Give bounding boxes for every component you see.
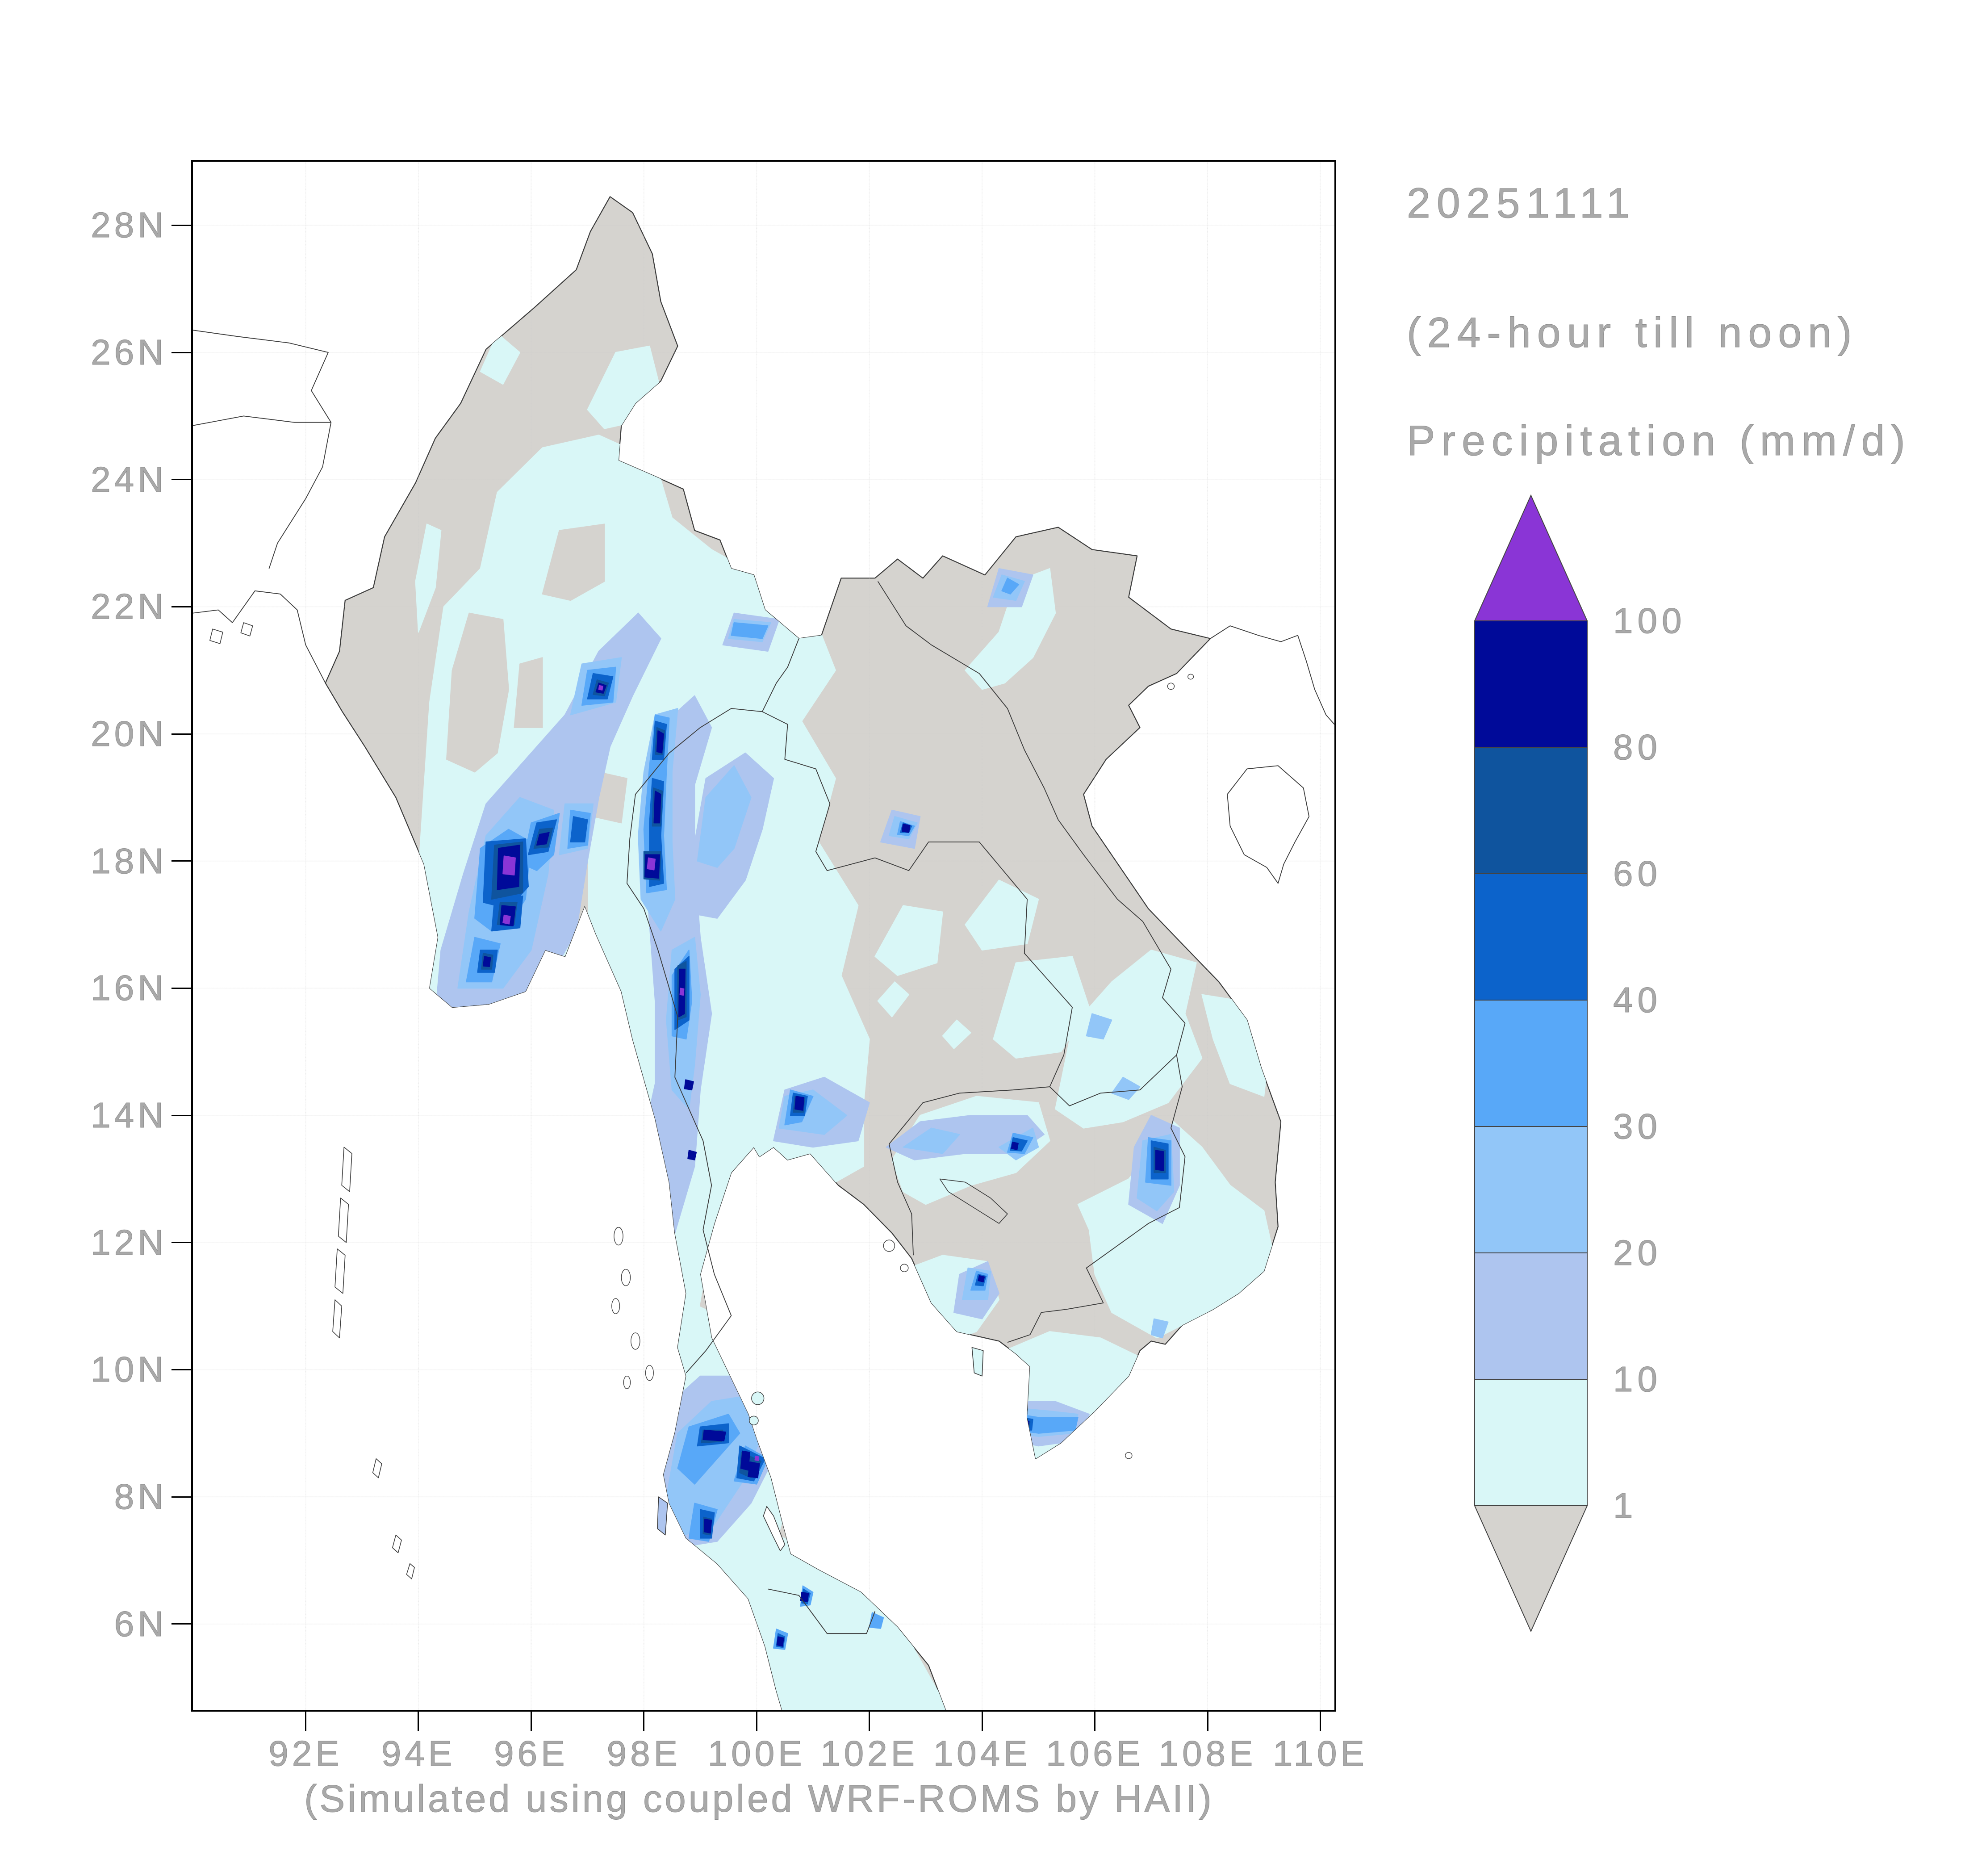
x-tick-label: 110E xyxy=(1273,1736,1368,1771)
y-tick-label: 14N xyxy=(60,1097,167,1133)
y-tick-label: 10N xyxy=(60,1352,167,1387)
y-tick xyxy=(171,606,191,607)
x-tick xyxy=(982,1712,983,1731)
colorbar-label: 30 xyxy=(1613,1109,1662,1144)
y-tick-label: 8N xyxy=(60,1479,167,1515)
colorbar-segment xyxy=(1475,1000,1587,1126)
x-tick-label: 94E xyxy=(381,1736,456,1771)
y-tick-label: 16N xyxy=(60,970,167,1006)
colorbar-under-triangle xyxy=(1475,1506,1587,1631)
x-tick-label: 98E xyxy=(607,1736,681,1771)
y-tick xyxy=(171,352,191,353)
x-tick-label: 108E xyxy=(1159,1736,1257,1771)
colorbar-over-triangle xyxy=(1475,495,1587,621)
y-tick xyxy=(171,1369,191,1370)
y-tick-label: 18N xyxy=(60,843,167,879)
y-tick-label: 28N xyxy=(60,207,167,243)
y-tick-label: 12N xyxy=(60,1225,167,1260)
map-plot xyxy=(193,162,1334,1710)
y-tick xyxy=(171,1242,191,1243)
x-tick xyxy=(1320,1712,1321,1731)
colorbar xyxy=(1474,494,1588,1632)
y-tick xyxy=(171,860,191,862)
x-tick xyxy=(305,1712,306,1731)
y-tick-label: 26N xyxy=(60,335,167,370)
x-tick-label: 102E xyxy=(820,1736,918,1771)
x-tick-label: 96E xyxy=(494,1736,568,1771)
date-title: 20251111 xyxy=(1407,182,1636,225)
y-tick xyxy=(171,479,191,480)
colorbar-label: 80 xyxy=(1613,729,1662,765)
y-tick-label: 22N xyxy=(60,589,167,624)
colorbar-label: 10 xyxy=(1613,1361,1662,1397)
colorbar-segment xyxy=(1475,1253,1587,1379)
colorbar-label: 20 xyxy=(1613,1235,1662,1271)
colorbar-segment xyxy=(1475,1126,1587,1253)
x-tick xyxy=(531,1712,532,1731)
y-tick xyxy=(171,1496,191,1498)
x-tick-label: 100E xyxy=(708,1736,806,1771)
x-tick xyxy=(756,1712,757,1731)
y-tick-label: 24N xyxy=(60,462,167,498)
x-tick xyxy=(643,1712,644,1731)
precipitation-map-page: 92E 94E 96E 98E 100E 102E 104E 106E 108E 110E 28N 2… xyxy=(0,0,1965,1876)
x-tick xyxy=(869,1712,870,1731)
x-tick-label: 104E xyxy=(933,1736,1031,1771)
run-window-subtitle: (24-hour till noon) xyxy=(1407,312,1858,354)
y-tick xyxy=(171,988,191,989)
y-tick xyxy=(171,1115,191,1116)
x-tick-label: 106E xyxy=(1046,1736,1144,1771)
colorbar-segment xyxy=(1475,747,1587,874)
y-tick xyxy=(171,225,191,226)
y-tick xyxy=(171,733,191,735)
x-tick xyxy=(1207,1712,1208,1731)
legend-title: Precipitation (mm/d) xyxy=(1407,420,1911,462)
colorbar-segment xyxy=(1475,1379,1587,1506)
colorbar-label: 40 xyxy=(1613,982,1662,1018)
y-tick-label: 6N xyxy=(60,1606,167,1642)
x-tick-label: 92E xyxy=(268,1736,343,1771)
x-tick xyxy=(1094,1712,1095,1731)
x-tick xyxy=(418,1712,419,1731)
colorbar-label: 1 xyxy=(1613,1488,1638,1524)
colorbar-segment xyxy=(1475,874,1587,1000)
y-tick xyxy=(171,1623,191,1625)
precip-1-10 xyxy=(413,333,1275,1710)
precipitation-field xyxy=(413,333,1275,1710)
source-caption: (Simulated using coupled WRF-ROMS by HAI… xyxy=(304,1780,1214,1818)
colorbar-segment xyxy=(1475,621,1587,747)
colorbar-label: 60 xyxy=(1613,856,1662,892)
colorbar-label: 100 xyxy=(1613,603,1686,639)
y-tick-label: 20N xyxy=(60,716,167,752)
